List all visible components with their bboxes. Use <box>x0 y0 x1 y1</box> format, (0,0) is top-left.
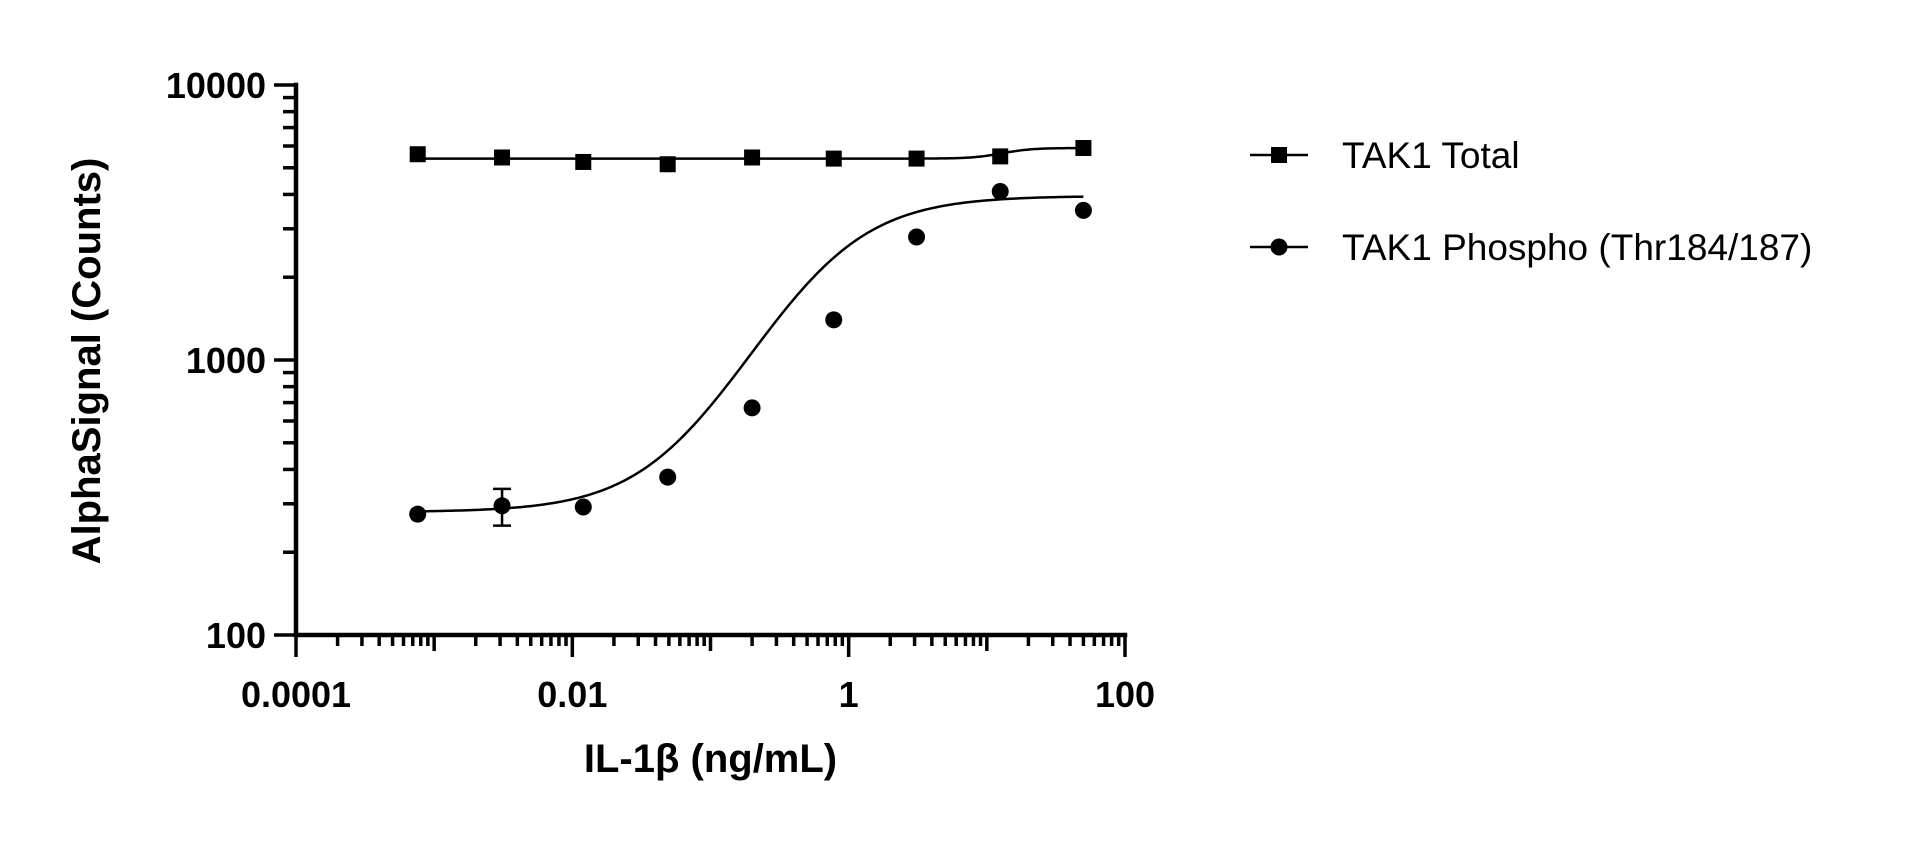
data-point <box>744 149 761 166</box>
data-point <box>743 399 761 417</box>
y-axis-title: AlphaSignal (Counts) <box>65 158 109 565</box>
legend-item: TAK1 Total <box>1250 135 1520 176</box>
data-point <box>659 468 677 486</box>
legend-marker <box>1271 147 1287 163</box>
data-point <box>1075 140 1092 157</box>
axes: 0.0001 0.01 1 100 100 1000 10000 <box>166 65 1155 715</box>
series-2 <box>409 182 1092 527</box>
data-point <box>494 149 511 166</box>
data-point <box>659 156 676 173</box>
legend-label: TAK1 Phospho (Thr184/187) <box>1342 227 1812 268</box>
x-tick-label: 1 <box>839 674 859 715</box>
data-point <box>825 150 842 167</box>
x-tick-label: 0.0001 <box>241 674 351 715</box>
data-point <box>1074 201 1092 219</box>
y-tick-label: 10000 <box>166 65 266 106</box>
data-point <box>493 497 511 515</box>
y-tick-label: 100 <box>206 615 266 656</box>
x-tick-label: 0.01 <box>537 674 607 715</box>
plot-area <box>409 140 1092 527</box>
data-point <box>908 150 925 167</box>
legend-label: TAK1 Total <box>1342 135 1520 176</box>
legend-marker <box>1270 238 1288 256</box>
data-point <box>992 148 1009 165</box>
data-point <box>409 505 427 523</box>
legend-item: TAK1 Phospho (Thr184/187) <box>1250 227 1812 268</box>
fit-curve <box>417 195 1084 513</box>
data-point <box>825 311 843 329</box>
data-point <box>574 498 592 516</box>
data-point <box>409 146 426 163</box>
y-tick-label: 1000 <box>186 340 266 381</box>
x-tick-label: 100 <box>1095 674 1155 715</box>
data-point <box>991 182 1009 200</box>
legend: TAK1 Total TAK1 Phospho (Thr184/187) <box>1250 135 1812 268</box>
series-1 <box>409 140 1092 173</box>
data-point <box>908 228 926 246</box>
x-axis-title: IL-1β (ng/mL) <box>584 737 837 781</box>
data-point <box>575 153 592 170</box>
